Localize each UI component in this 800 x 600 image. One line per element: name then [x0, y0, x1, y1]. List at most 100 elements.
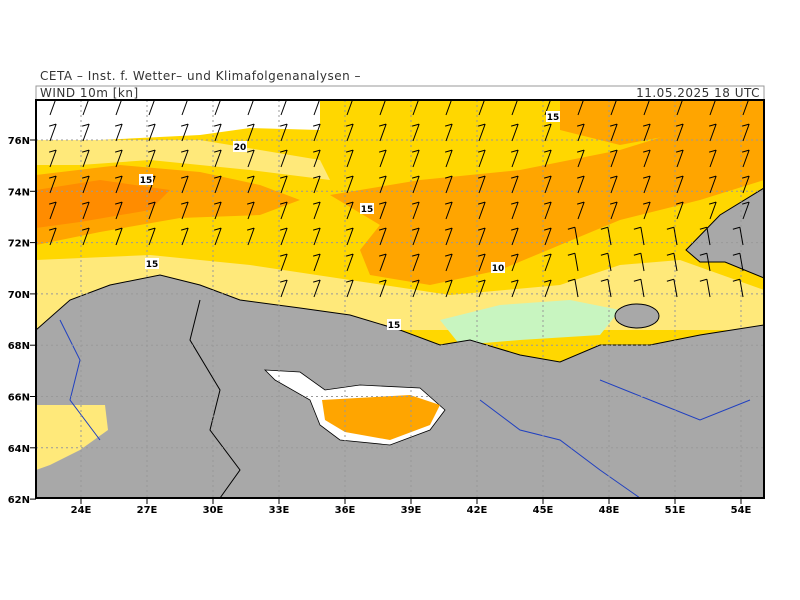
land	[36, 274, 764, 498]
barb-shaft	[511, 149, 519, 168]
barb-feather	[82, 201, 90, 205]
barb-feather	[115, 149, 123, 153]
contour-label: 15	[361, 205, 374, 215]
barb-feather	[247, 201, 255, 205]
barb-feather	[412, 123, 420, 127]
barb-feather	[115, 123, 123, 127]
barb-shaft	[676, 149, 684, 168]
barb-feather	[445, 123, 453, 127]
barb-feather	[544, 201, 552, 205]
barb-feather	[148, 227, 156, 231]
barb-feather	[732, 226, 741, 230]
barb-shaft	[148, 123, 156, 142]
barb-feather	[709, 201, 717, 205]
barb-shaft	[313, 175, 321, 194]
barb-feather	[247, 123, 255, 127]
barb-feather	[346, 201, 354, 205]
barb-feather	[577, 149, 585, 153]
barb-feather	[544, 279, 552, 283]
contour-label: 15	[146, 260, 159, 270]
lon-label: 54E	[731, 505, 752, 516]
barb-shaft	[607, 279, 612, 298]
barb-shaft	[49, 201, 57, 220]
barb-shaft	[478, 227, 486, 246]
wind-barbs: 15 20 15 15 15 10 15	[49, 100, 750, 331]
barb-feather	[49, 201, 57, 205]
barb-shaft	[412, 227, 420, 246]
river	[479, 399, 641, 498]
barb-feather	[610, 149, 618, 153]
barb-feather	[280, 279, 288, 283]
barb-feather	[699, 226, 708, 230]
barb-shaft	[739, 227, 744, 246]
calm-area	[440, 300, 620, 345]
lon-label: 33E	[269, 505, 290, 516]
barb-shaft	[49, 227, 57, 246]
barb-shaft	[280, 175, 288, 194]
barb-shaft	[445, 227, 453, 246]
barb-feather	[280, 253, 288, 257]
barb-feather	[511, 175, 519, 179]
barb-feather	[412, 279, 420, 283]
barb-feather	[709, 149, 717, 153]
barb-feather	[699, 252, 708, 256]
contour-label-bg	[387, 319, 401, 330]
border	[189, 299, 241, 498]
barb-shaft	[181, 149, 189, 168]
barb-shaft	[247, 175, 255, 194]
barb-feather	[181, 201, 189, 205]
lon-label: 30E	[203, 505, 224, 516]
barb-shaft	[214, 201, 222, 220]
contour-label: 15	[547, 113, 560, 123]
barb-shaft	[577, 175, 585, 194]
barb-feather	[511, 149, 519, 153]
lon-label: 27E	[137, 505, 158, 516]
barb-shaft	[706, 227, 711, 246]
barb-shaft	[676, 201, 684, 220]
barb-feather	[49, 227, 57, 231]
barb-feather	[214, 149, 222, 153]
barb-feather	[313, 201, 321, 205]
barb-feather	[115, 227, 123, 231]
barb-shaft	[673, 253, 678, 272]
barb-shaft	[346, 253, 354, 272]
barb-shaft	[577, 149, 585, 168]
barb-feather	[666, 252, 675, 256]
ice-area	[36, 100, 320, 140]
lat-label: 68N	[8, 341, 30, 352]
barb-shaft	[511, 253, 519, 272]
barb-feather	[148, 149, 156, 153]
barb-feather	[445, 175, 453, 179]
barb-feather	[280, 227, 288, 231]
strong-wind	[330, 110, 764, 285]
barb-feather	[313, 149, 321, 153]
barb-feather	[346, 175, 354, 179]
barb-shaft	[346, 279, 354, 298]
barb-feather	[412, 253, 420, 257]
barb-shaft	[709, 149, 717, 168]
barb-shaft	[280, 227, 288, 246]
contour-label: 10	[492, 264, 505, 274]
barb-shaft	[181, 227, 189, 246]
lon-label: 42E	[467, 505, 488, 516]
light-wind	[36, 405, 108, 470]
barb-shaft	[412, 201, 420, 220]
barb-feather	[567, 278, 576, 282]
barb-shaft	[607, 253, 612, 272]
lat-label: 72N	[8, 239, 30, 250]
barb-feather	[379, 201, 387, 205]
barb-feather	[610, 123, 618, 127]
barb-shaft	[739, 253, 744, 272]
barb-shaft	[280, 149, 288, 168]
barb-feather	[115, 201, 123, 205]
barb-feather	[379, 123, 387, 127]
barb-shaft	[214, 175, 222, 194]
barb-shaft	[313, 149, 321, 168]
barb-shaft	[706, 279, 711, 298]
barb-shaft	[247, 227, 255, 246]
barb-shaft	[280, 123, 288, 142]
barb-feather	[247, 149, 255, 153]
barb-shaft	[280, 253, 288, 272]
barb-shaft	[478, 175, 486, 194]
barb-feather	[49, 123, 57, 127]
